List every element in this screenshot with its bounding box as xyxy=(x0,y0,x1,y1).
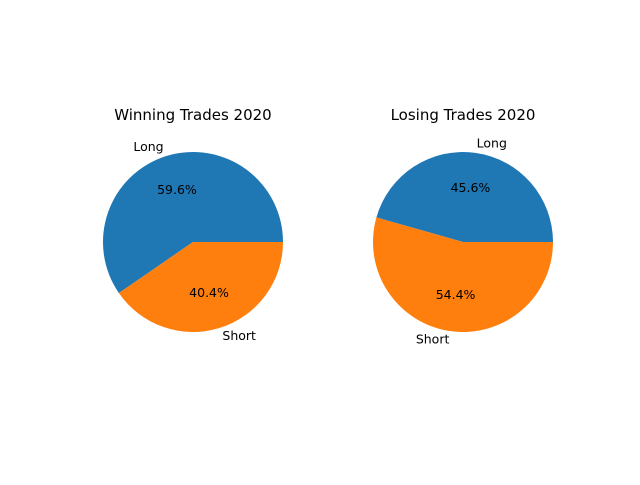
chart-title: Winning Trades 2020 xyxy=(114,106,271,124)
pie-slice-short xyxy=(118,242,283,332)
slice-percent-short: 54.4% xyxy=(436,287,476,302)
slice-label-short: Short xyxy=(416,332,450,347)
pie-chart-losing-trades: Losing Trades 2020 Long Short 45.6% 54.4… xyxy=(373,106,553,347)
slice-label-long: Long xyxy=(477,135,507,150)
pie-slice-short xyxy=(373,217,553,333)
pie-chart-winning-trades: Winning Trades 2020 Long Short 59.6% 40.… xyxy=(102,106,283,343)
slice-label-long: Long xyxy=(133,139,163,154)
chart-title: Losing Trades 2020 xyxy=(391,106,536,124)
slice-label-short: Short xyxy=(222,328,256,343)
slice-percent-short: 40.4% xyxy=(189,285,229,300)
slice-percent-long: 45.6% xyxy=(451,180,491,195)
pie-slice-long xyxy=(376,152,553,242)
pie-slice-long xyxy=(102,151,283,294)
slice-percent-long: 59.6% xyxy=(157,182,197,197)
